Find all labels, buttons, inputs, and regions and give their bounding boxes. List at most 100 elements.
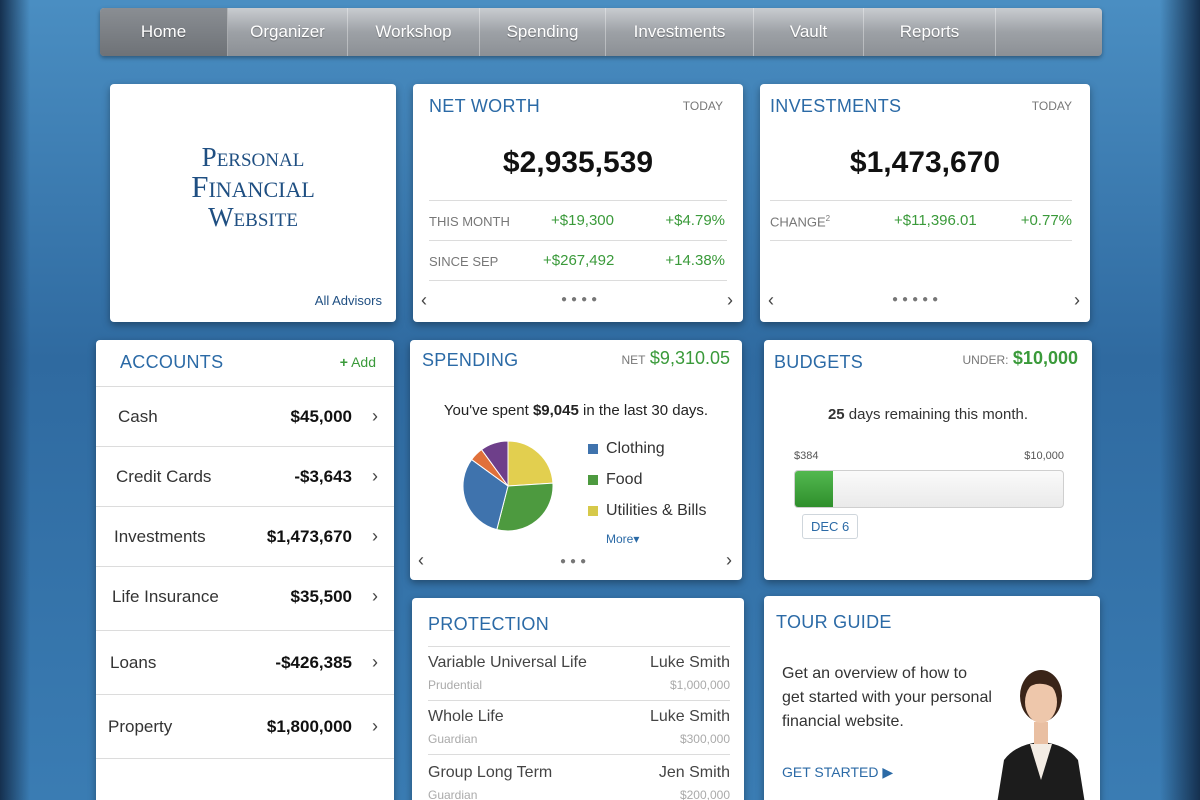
account-row-loans[interactable]: Loans -$426,385 › xyxy=(96,630,394,694)
tour-guide-card[interactable]: TOUR GUIDE Get an overview of how to get… xyxy=(764,596,1100,800)
divider xyxy=(770,240,1072,241)
next-arrow-icon[interactable]: › xyxy=(726,550,732,570)
divider xyxy=(96,758,394,759)
legend-swatch xyxy=(588,506,598,516)
budgets-card[interactable]: BUDGETS UNDER: $10,000 25 days remaining… xyxy=(764,340,1092,580)
nav-workshop[interactable]: Workshop xyxy=(348,8,480,56)
get-started-link[interactable]: GET STARTED ▶ xyxy=(782,764,893,781)
more-link[interactable]: More▾ xyxy=(606,532,639,546)
caret-down-icon: ▾ xyxy=(633,532,640,546)
since-sep-amount: +$267,492 xyxy=(543,252,615,269)
divider xyxy=(428,700,730,701)
next-arrow-icon[interactable]: › xyxy=(1074,290,1080,310)
nav-reports[interactable]: Reports xyxy=(864,8,996,56)
summary-pre: You've spent xyxy=(443,402,533,419)
account-row-credit-cards[interactable]: Credit Cards -$3,643 › xyxy=(96,446,394,506)
budgets-title: BUDGETS xyxy=(774,352,864,372)
net-label: NET xyxy=(621,353,646,367)
budget-progress-fill xyxy=(795,471,833,507)
policy-carrier: Guardian xyxy=(428,732,478,746)
tour-guide-text: Get an overview of how to get started wi… xyxy=(782,665,992,730)
spending-summary: You've spent $9,045 in the last 30 days. xyxy=(410,402,742,419)
net-worth-title: NET WORTH xyxy=(429,96,541,116)
account-row-life-insurance[interactable]: Life Insurance $35,500 › xyxy=(96,566,394,626)
divider xyxy=(428,754,730,755)
change-label-wrap: CHANGE2 xyxy=(770,214,830,229)
this-month-pct: +$4.79% xyxy=(665,212,725,229)
investments-card[interactable]: INVESTMENTS TODAY $1,473,670 CHANGE2 +$1… xyxy=(760,84,1090,322)
nav-investments[interactable]: Investments xyxy=(606,8,754,56)
net-value: $9,310.05 xyxy=(649,348,730,368)
nav-spacer xyxy=(996,8,1102,56)
under-label: UNDER: xyxy=(962,353,1009,367)
pager-dots: ●●● xyxy=(560,556,591,567)
nav-organizer[interactable]: Organizer xyxy=(228,8,348,56)
spending-title: SPENDING xyxy=(422,350,519,370)
pager-dots: ●●●● xyxy=(561,294,602,305)
logo-line-3: Website xyxy=(208,202,298,232)
nav-spending[interactable]: Spending xyxy=(480,8,606,56)
protection-card[interactable]: PROTECTION Variable Universal Life Prude… xyxy=(412,598,744,800)
prev-arrow-icon[interactable]: ‹ xyxy=(418,550,424,570)
this-month-label: THIS MONTH xyxy=(429,214,510,229)
site-logo: Personal Financial Website xyxy=(110,142,396,232)
policy-person: Luke Smith xyxy=(649,654,730,671)
protection-title: PROTECTION xyxy=(428,614,550,634)
get-started-label: GET STARTED xyxy=(782,764,879,780)
change-pct: +0.77% xyxy=(1020,212,1072,229)
account-name: Investments xyxy=(114,526,206,546)
account-name: Cash xyxy=(118,406,158,426)
legend-clothing: Clothing xyxy=(588,440,665,458)
this-month-amount: +$19,300 xyxy=(551,212,614,229)
legend-swatch xyxy=(588,475,598,485)
policy-amount: $300,000 xyxy=(679,732,730,746)
days-count: 25 xyxy=(827,406,845,423)
pie-slice xyxy=(507,440,554,487)
net-worth-card[interactable]: NET WORTH TODAY $2,935,539 THIS MONTH +$… xyxy=(413,84,743,322)
legend-utilities: Utilities & Bills xyxy=(588,502,706,520)
next-arrow-icon[interactable]: › xyxy=(727,290,733,310)
nav-vault[interactable]: Vault xyxy=(754,8,864,56)
legend-swatch xyxy=(588,444,598,454)
change-amount: +$11,396.01 xyxy=(894,212,977,229)
chevron-right-icon: › xyxy=(372,586,378,606)
chevron-right-icon: › xyxy=(372,716,378,736)
nav-home[interactable]: Home xyxy=(100,8,228,56)
add-account-button[interactable]: + Add xyxy=(340,354,376,370)
investments-total: $1,473,670 xyxy=(849,146,1001,179)
accounts-card: ACCOUNTS + Add Cash $45,000 › Credit Car… xyxy=(96,340,394,800)
policy-amount: $200,000 xyxy=(679,788,730,800)
since-sep-pct: +14.38% xyxy=(665,252,725,269)
all-advisors-link[interactable]: All Advisors xyxy=(314,293,382,308)
legend-label: Utilities & Bills xyxy=(606,502,707,519)
divider xyxy=(429,280,727,281)
account-name: Property xyxy=(108,716,173,736)
chevron-right-icon: › xyxy=(372,406,378,426)
investments-title: INVESTMENTS xyxy=(770,96,902,116)
more-label: More xyxy=(606,532,634,546)
account-value: $45,000 xyxy=(290,406,352,426)
accounts-title: ACCOUNTS xyxy=(120,352,224,372)
chevron-right-icon: › xyxy=(372,526,378,546)
pie-slice xyxy=(462,458,509,531)
account-value: $35,500 xyxy=(290,586,352,606)
prev-arrow-icon[interactable]: ‹ xyxy=(421,290,427,310)
account-row-investments[interactable]: Investments $1,473,670 › xyxy=(96,506,394,566)
policy-carrier: Guardian xyxy=(428,788,478,800)
change-superscript: 2 xyxy=(825,214,831,223)
spent-label: $384 xyxy=(794,450,819,462)
account-value: $1,473,670 xyxy=(266,526,352,546)
limit-label: $10,000 xyxy=(1024,450,1064,462)
policy-name: Group Long Term xyxy=(428,764,553,781)
chevron-right-icon: › xyxy=(372,466,378,486)
prev-arrow-icon[interactable]: ‹ xyxy=(768,290,774,310)
account-name: Life Insurance xyxy=(112,586,219,606)
investments-period: TODAY xyxy=(1031,99,1072,113)
account-row-property[interactable]: Property $1,800,000 › xyxy=(96,694,394,758)
play-arrow-icon: ▶ xyxy=(882,764,894,780)
account-row-cash[interactable]: Cash $45,000 › xyxy=(96,386,394,446)
pie-slice xyxy=(496,482,554,532)
spending-card[interactable]: SPENDING NET $9,310.05 You've spent $9,0… xyxy=(410,340,742,580)
account-value: -$3,643 xyxy=(294,466,352,486)
